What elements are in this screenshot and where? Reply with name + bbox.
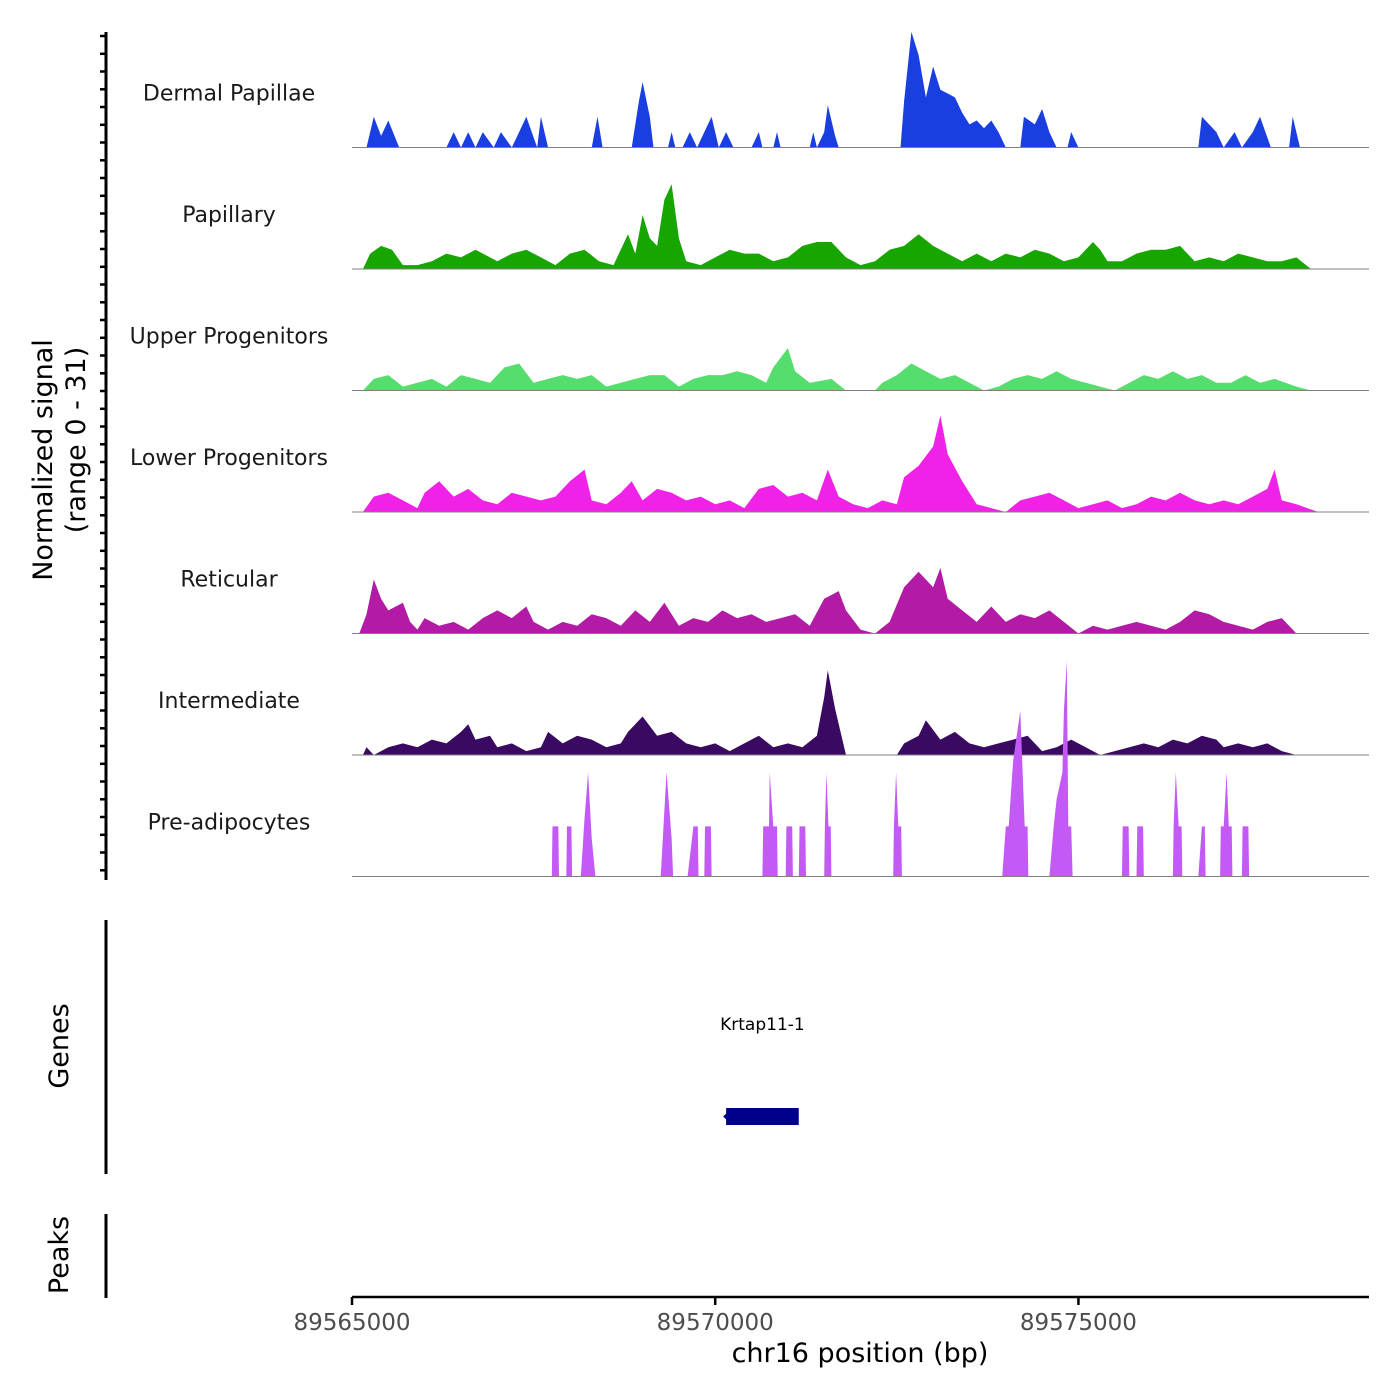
x-tick-label-2: 89575000 bbox=[1020, 1310, 1137, 1336]
track-pre-adipocytes: Pre-adipocytes bbox=[148, 660, 1369, 877]
signal-area-upper-progenitors bbox=[352, 348, 1369, 391]
signal-area-lower-progenitors bbox=[352, 415, 1369, 512]
track-reticular: Reticular bbox=[180, 568, 1369, 634]
x-axis-ticks: 89565000 89570000 89575000 bbox=[293, 1297, 1137, 1336]
signal-tracks: Dermal Papillae Papillary Upper Progenitor… bbox=[130, 31, 1369, 877]
x-tick-label-0: 89565000 bbox=[293, 1310, 410, 1336]
signal-area-pre-adipocytes bbox=[352, 660, 1369, 877]
track-papillary: Papillary bbox=[182, 184, 1369, 270]
gene-body-krtap11-1 bbox=[726, 1108, 799, 1125]
peaks-axis-title: Peaks bbox=[44, 1216, 75, 1294]
track-label-intermediate: Intermediate bbox=[158, 689, 300, 714]
axes: 89565000 89570000 89575000 bbox=[100, 32, 1369, 1336]
gene-strand-arrow-krtap11-1 bbox=[723, 1109, 732, 1124]
x-tick-label-1: 89570000 bbox=[657, 1310, 774, 1336]
signal-area-reticular bbox=[352, 568, 1369, 634]
gene-label-krtap11-1: Krtap11-1 bbox=[720, 1015, 805, 1035]
track-label-pre-adipocytes: Pre-adipocytes bbox=[148, 811, 311, 836]
track-upper-progenitors: Upper Progenitors bbox=[130, 325, 1369, 391]
track-label-reticular: Reticular bbox=[180, 568, 278, 593]
track-label-lower-progenitors: Lower Progenitors bbox=[130, 446, 328, 471]
y-axis-title-line2: (range 0 - 31) bbox=[61, 347, 92, 534]
track-lower-progenitors: Lower Progenitors bbox=[130, 415, 1369, 513]
track-label-dermal-papillae: Dermal Papillae bbox=[143, 82, 315, 107]
gene-track: Krtap11-1 bbox=[720, 1015, 805, 1125]
track-intermediate: Intermediate bbox=[158, 670, 1369, 756]
track-dermal-papillae: Dermal Papillae bbox=[143, 31, 1369, 148]
track-label-papillary: Papillary bbox=[182, 203, 276, 228]
signal-area-dermal-papillae bbox=[352, 31, 1369, 148]
track-label-upper-progenitors: Upper Progenitors bbox=[130, 325, 329, 350]
y-axis-title-line1: Normalized signal bbox=[28, 339, 59, 581]
signal-y-axis-ticks bbox=[100, 34, 106, 872]
genes-axis-title: Genes bbox=[44, 1003, 75, 1088]
signal-area-papillary bbox=[352, 184, 1369, 269]
signal-area-intermediate bbox=[352, 670, 1369, 755]
x-axis-title: chr16 position (bp) bbox=[732, 1338, 989, 1369]
